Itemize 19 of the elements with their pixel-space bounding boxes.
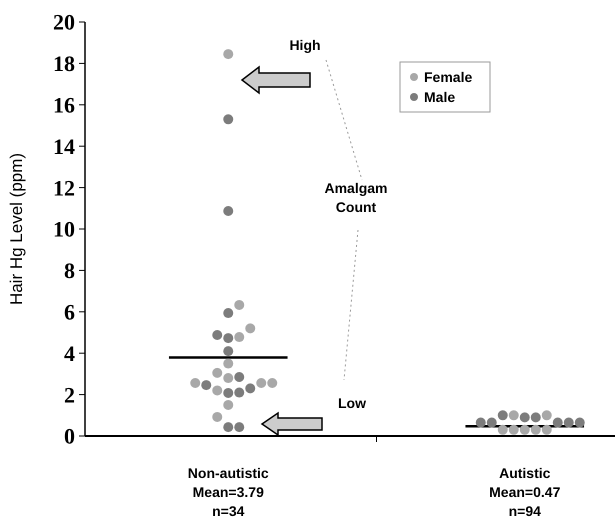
y-axis-title: Hair Hg Level (ppm) (7, 152, 26, 306)
y-tick-label: 10 (53, 216, 75, 242)
y-tick-label: 14 (53, 134, 75, 159)
annotation: High (289, 37, 321, 53)
x-tick-label: Non-autistic Mean=3.79 n=34 (188, 465, 269, 519)
y-tick-label: 12 (53, 175, 75, 200)
x-tick-label: Autistic Mean=0.47 n=94 (489, 465, 561, 519)
y-tick-label: 0 (64, 424, 75, 449)
legend-label: Male (424, 88, 456, 105)
y-tick-label: 6 (64, 300, 75, 324)
annotation: Amalgam Count (324, 180, 388, 215)
annotation: Low (338, 395, 366, 411)
y-tick-label: 16 (53, 92, 75, 118)
y-tick-label: 4 (64, 340, 75, 366)
y-tick-label: 8 (64, 258, 75, 284)
legend-label: Female (424, 68, 472, 85)
y-tick-label: 18 (53, 51, 75, 76)
y-tick-label: 2 (64, 382, 75, 408)
y-tick-label: 20 (53, 10, 75, 35)
